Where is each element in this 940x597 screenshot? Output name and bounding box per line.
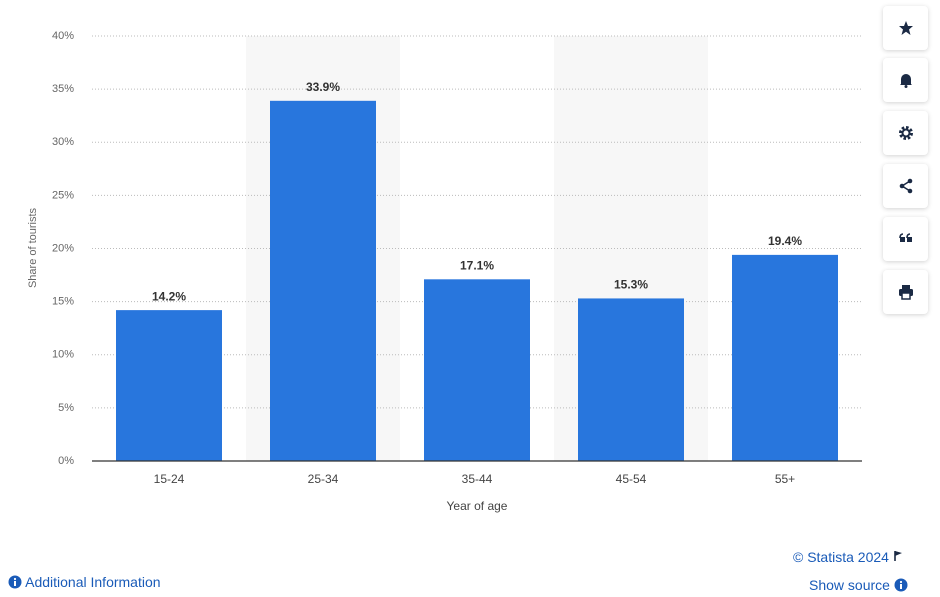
bell-icon [900, 74, 912, 88]
copyright[interactable]: © Statista 2024 [793, 549, 903, 565]
copyright-text: © Statista 2024 [793, 549, 889, 565]
y-tick-label: 40% [52, 30, 74, 42]
value-label: 15.3% [614, 278, 648, 292]
gear-icon [899, 126, 913, 140]
share-icon [899, 178, 913, 194]
value-label: 19.4% [768, 234, 802, 248]
y-tick-label: 0% [58, 455, 74, 467]
y-tick-label: 15% [52, 296, 74, 308]
star-icon [899, 21, 913, 35]
notification-button[interactable] [883, 58, 928, 102]
info-icon [894, 578, 908, 592]
chart: Share of tourists Year of age 0% 5% 10% 15%… [27, 30, 862, 513]
y-axis-label: Share of tourists [27, 207, 39, 288]
favorite-button[interactable] [883, 6, 928, 50]
info-icon [8, 575, 22, 589]
flag-icon [894, 551, 902, 561]
bar [424, 279, 530, 461]
bar [732, 254, 838, 461]
share-button[interactable] [883, 164, 928, 208]
bar [116, 310, 222, 461]
value-label: 33.9% [306, 80, 340, 94]
value-label: 17.1% [460, 258, 494, 272]
additional-information-link[interactable]: Additional Information [8, 574, 161, 590]
print-button[interactable] [883, 270, 928, 314]
settings-button[interactable] [883, 111, 928, 155]
cite-button[interactable] [883, 217, 928, 261]
value-label: 14.2% [152, 289, 186, 303]
additional-information-text: Additional Information [25, 574, 161, 590]
y-tick-label: 20% [52, 242, 74, 254]
show-source-text: Show source [809, 577, 890, 593]
quote-icon [899, 233, 912, 242]
x-tick-label: 25-34 [308, 472, 339, 486]
y-tick-label: 5% [58, 402, 74, 414]
x-axis-label: Year of age [447, 499, 508, 513]
bar [270, 100, 376, 461]
x-tick-label: 45-54 [616, 472, 647, 486]
y-tick-label: 25% [52, 189, 74, 201]
x-tick-label: 15-24 [154, 472, 185, 486]
show-source-link[interactable]: Show source [809, 577, 908, 593]
print-icon [899, 285, 913, 300]
y-tick-label: 30% [52, 136, 74, 148]
y-tick-label: 35% [52, 83, 74, 95]
x-tick-label: 35-44 [462, 472, 493, 486]
x-tick-label: 55+ [775, 472, 795, 486]
y-tick-label: 10% [52, 349, 74, 361]
bar [578, 298, 684, 461]
